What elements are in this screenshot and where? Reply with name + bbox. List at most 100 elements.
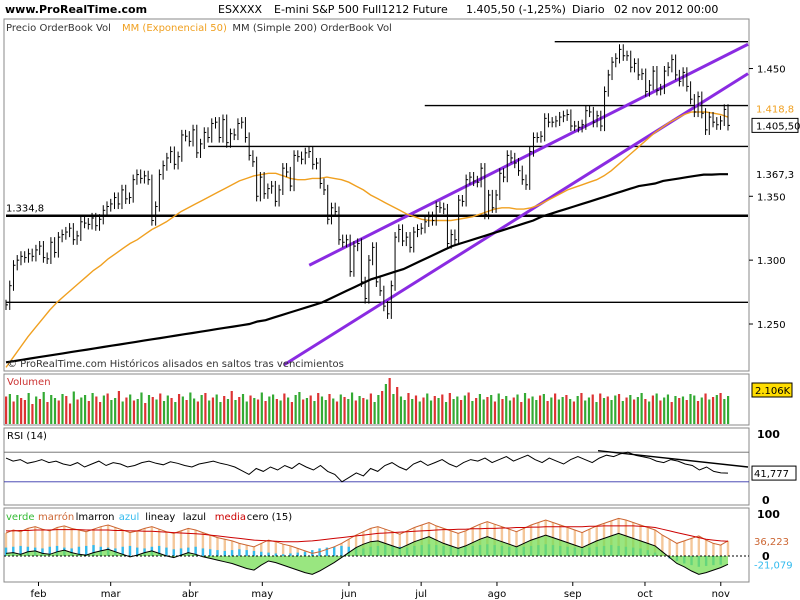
volume-bar xyxy=(260,392,263,424)
volume-bar xyxy=(478,394,482,424)
oscillator-brown-line xyxy=(5,517,729,554)
volume-bar xyxy=(512,397,515,424)
volume-bar xyxy=(256,399,260,424)
oscillator-title-part: cero (15) xyxy=(247,512,292,523)
volume-bar xyxy=(99,402,102,424)
site-label[interactable]: www.ProRealTime.com xyxy=(5,3,147,16)
volume-bar xyxy=(576,396,579,424)
x-tick-label: sep xyxy=(564,589,582,600)
volume-bar xyxy=(140,392,143,424)
volume-bar xyxy=(565,395,568,424)
volume-bar xyxy=(23,400,27,424)
price-y-tick-label: 1.450 xyxy=(757,65,786,76)
volume-bar xyxy=(283,393,286,424)
volume-bar xyxy=(8,394,11,424)
volume-last-text: 2.106K xyxy=(755,386,791,397)
volume-bar xyxy=(5,396,8,424)
volume-bar xyxy=(505,396,508,424)
volume-bar xyxy=(591,394,594,424)
volume-bar xyxy=(644,399,647,424)
volume-bar xyxy=(471,401,474,424)
volume-bar xyxy=(531,396,534,424)
volume-bar xyxy=(226,399,230,424)
oscillator-title: verde marrón lmarron azul lineay lazul media ce… xyxy=(6,511,292,523)
volume-bar xyxy=(711,397,715,424)
volume-bar xyxy=(185,400,188,424)
volume-bar xyxy=(72,391,75,424)
price-value-labels: 1.418,8 1.405,50 1.367,3 xyxy=(751,101,800,181)
rsi-panel-frame xyxy=(3,427,750,506)
volume-bar xyxy=(681,396,685,424)
volume-bar xyxy=(253,398,256,424)
volume-bar xyxy=(486,397,489,424)
x-axis: feb mar abr may jun jul ago sep oct nov xyxy=(30,582,730,600)
volume-bar xyxy=(610,400,613,424)
volume-bar xyxy=(366,399,369,424)
volume-bar xyxy=(482,399,485,424)
volume-bar xyxy=(444,402,448,424)
volume-bar xyxy=(268,396,271,424)
volume-bar xyxy=(527,398,530,424)
volume-bar xyxy=(298,392,301,424)
rsi-line xyxy=(5,451,729,483)
instrument-label: E-mini S&P 500 Full1212 Future xyxy=(274,3,448,16)
volume-bar xyxy=(151,397,154,424)
volume-bar xyxy=(12,401,15,424)
volume-bar xyxy=(76,399,79,424)
volume-bar xyxy=(426,393,429,424)
volume-bar xyxy=(230,391,233,424)
volume-bar xyxy=(572,401,576,424)
volume-bar xyxy=(117,391,121,424)
oscillator-title-part: marrón xyxy=(38,511,74,523)
volume-bar xyxy=(392,394,395,424)
volume-bar xyxy=(20,398,23,424)
volume-bar xyxy=(429,400,433,424)
volume-bar xyxy=(219,402,222,424)
x-tick-label: jun xyxy=(340,589,356,600)
volume-bar xyxy=(38,399,42,424)
volume-bar xyxy=(696,401,700,424)
volume-bar xyxy=(463,395,466,424)
volume-bar xyxy=(587,397,591,424)
volume-bar xyxy=(144,403,147,424)
volume-bar xyxy=(110,400,113,424)
volume-bar xyxy=(196,401,199,424)
rsi-trendline xyxy=(597,450,749,468)
volume-bar xyxy=(121,401,124,424)
oscillator-last-label: -21,079 xyxy=(754,561,793,572)
volume-bar xyxy=(520,402,523,424)
volume-bar xyxy=(719,393,722,424)
volume-bar xyxy=(396,387,399,424)
price-y-tick-label: 1.300 xyxy=(757,256,786,267)
volume-bar xyxy=(523,393,527,424)
volume-bar xyxy=(617,394,621,424)
volume-bar xyxy=(362,398,365,424)
volume-bar xyxy=(275,399,278,424)
legend-entry: MM (Exponencial 50) xyxy=(122,23,227,34)
volume-bar xyxy=(554,393,557,424)
volume-bar xyxy=(129,394,132,424)
volume-bar xyxy=(700,397,703,424)
ticker-label: ESXXXX xyxy=(218,3,263,16)
volume-bar xyxy=(561,397,564,424)
volume-bar xyxy=(414,395,418,424)
volume-bar xyxy=(335,401,339,424)
volume-title: Volumen xyxy=(7,377,51,388)
price-series xyxy=(5,44,730,368)
volume-bar xyxy=(689,394,692,424)
volume-bar xyxy=(35,396,38,424)
price-label-box xyxy=(751,117,799,133)
volume-bar xyxy=(16,395,19,424)
volume-bar xyxy=(324,400,327,424)
volume-bar xyxy=(629,395,632,424)
price-legend: Precio OrderBook Vol MM (Exponencial 50) M… xyxy=(6,23,392,34)
rsi-y-label-100: 100 xyxy=(757,428,780,441)
volume-bar xyxy=(174,402,177,424)
volume-bar xyxy=(53,398,57,424)
volume-bar xyxy=(569,399,572,424)
volume-bar xyxy=(651,395,654,424)
volume-bar xyxy=(441,394,444,424)
channel-line xyxy=(308,42,749,267)
volume-bar xyxy=(632,399,636,424)
horizontal-levels[interactable] xyxy=(6,41,748,303)
